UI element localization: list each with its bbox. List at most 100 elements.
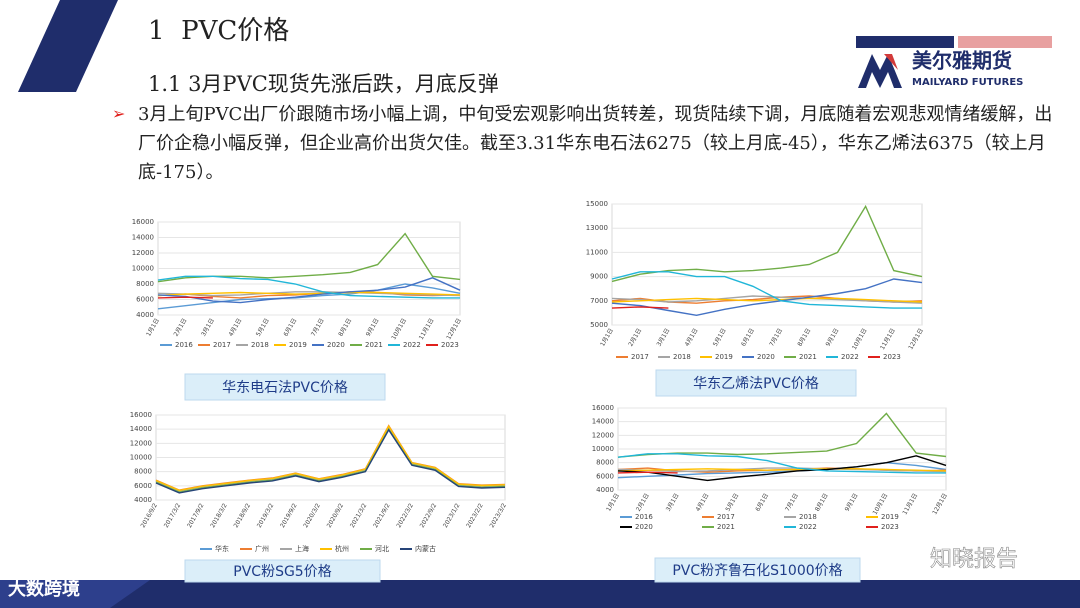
logo-name: 美尔雅期货 xyxy=(912,49,1012,73)
x-tick-label: 3月1日 xyxy=(656,327,672,348)
x-tick-label: 3月1日 xyxy=(665,492,681,513)
legend-label: 2016 xyxy=(635,513,653,521)
x-tick-label: 2月1日 xyxy=(635,492,651,513)
y-tick-label: 11000 xyxy=(586,248,608,256)
y-tick-label: 10000 xyxy=(132,265,154,273)
legend-label: 2022 xyxy=(799,523,817,531)
series-line xyxy=(157,277,461,304)
legend-label: 2018 xyxy=(799,513,817,521)
legend-label: 2019 xyxy=(715,353,733,361)
x-tick-label: 3月1日 xyxy=(200,317,216,338)
series-line xyxy=(611,295,923,304)
legend-label: 河北 xyxy=(375,545,389,553)
section-heading: 1 PVC价格 xyxy=(148,10,289,47)
series-line xyxy=(611,204,923,283)
logo-bar xyxy=(958,36,1052,48)
legend-label: 2021 xyxy=(717,523,735,531)
x-tick-label: 2月1日 xyxy=(173,317,189,338)
y-tick-label: 15000 xyxy=(586,200,608,208)
y-tick-label: 5000 xyxy=(590,321,608,329)
caption-box xyxy=(654,557,861,583)
x-tick-label: 2022/3/2 xyxy=(395,502,415,529)
x-tick-label: 5月1日 xyxy=(255,317,271,338)
x-tick-label: 2019/3/2 xyxy=(256,502,276,529)
legend-label: 上海 xyxy=(295,544,309,553)
x-tick-label: 2021/9/2 xyxy=(372,502,392,529)
x-tick-label: 10月1日 xyxy=(390,317,408,341)
legend-label: 2020 xyxy=(327,341,345,349)
x-tick-label: 2021/3/2 xyxy=(349,502,369,529)
x-tick-label: 1月1日 xyxy=(145,317,161,338)
watermark: 知晓报告 xyxy=(930,547,1018,572)
x-tick-label: 2018/3/2 xyxy=(209,502,229,529)
legend-label: 2019 xyxy=(289,341,307,349)
x-tick-label: 2月1日 xyxy=(627,327,643,348)
legend-label: 2017 xyxy=(213,341,231,349)
y-tick-label: 7000 xyxy=(590,297,608,305)
legend-label: 广州 xyxy=(255,544,269,553)
x-tick-label: 2020/3/2 xyxy=(302,502,322,529)
series-line xyxy=(611,278,923,317)
legend-label: 2017 xyxy=(631,353,649,361)
series-line xyxy=(157,283,461,310)
legend-label: 2022 xyxy=(841,353,859,361)
legend-label: 杭州 xyxy=(335,544,349,553)
y-tick-label: 9000 xyxy=(590,273,608,281)
x-tick-label: 1月1日 xyxy=(599,327,615,348)
chart-title: PVC粉SG5价格 xyxy=(233,564,331,580)
x-tick-label: 12月1日 xyxy=(931,492,949,516)
legend-label: 华东 xyxy=(215,544,229,553)
watermark: 大数跨境 xyxy=(8,578,80,600)
x-tick-label: 2023/3/2 xyxy=(488,502,508,529)
y-tick-label: 16000 xyxy=(130,411,152,419)
x-tick-label: 10月1日 xyxy=(851,327,869,351)
series-line xyxy=(611,271,922,309)
legend-label: 2021 xyxy=(799,353,817,361)
x-tick-label: 4月1日 xyxy=(684,327,700,348)
legend-label: 2023 xyxy=(883,353,901,361)
series-line xyxy=(617,471,678,474)
y-tick-label: 16000 xyxy=(132,218,154,226)
x-tick-label: 2023/2/2 xyxy=(465,502,485,529)
x-tick-label: 12月1日 xyxy=(907,327,925,351)
legend-label: 2020 xyxy=(757,353,775,361)
chart-title: PVC粉齐鲁石化S1000价格 xyxy=(672,563,842,579)
y-tick-label: 6000 xyxy=(136,296,154,304)
series-line xyxy=(155,428,506,494)
x-tick-label: 2023/1/2 xyxy=(442,502,462,529)
x-tick-label: 9月1日 xyxy=(825,327,841,348)
y-tick-label: 8000 xyxy=(136,280,154,288)
x-tick-label: 4月1日 xyxy=(695,492,711,513)
x-tick-label: 6月1日 xyxy=(740,327,756,348)
x-tick-label: 2017/3/2 xyxy=(163,502,183,529)
series-line xyxy=(617,455,947,482)
top-accent xyxy=(18,0,118,92)
x-tick-label: 9月1日 xyxy=(365,317,381,338)
x-tick-label: 2017/9/2 xyxy=(186,502,206,529)
x-tick-label: 8月1日 xyxy=(337,317,353,338)
legend-label: 2022 xyxy=(403,341,421,349)
caption-box xyxy=(184,559,381,583)
x-tick-label: 7月1日 xyxy=(310,317,326,338)
section-title: PVC价格 xyxy=(181,16,290,46)
bottom-bar xyxy=(0,580,1080,608)
x-tick-label: 8月1日 xyxy=(796,327,812,348)
y-tick-label: 10000 xyxy=(130,454,152,462)
x-tick-label: 11月1日 xyxy=(418,317,436,341)
series-line xyxy=(611,306,669,309)
bottom-accent xyxy=(0,580,150,608)
y-tick-label: 16000 xyxy=(592,404,614,412)
legend-label: 2021 xyxy=(365,341,383,349)
y-tick-label: 8000 xyxy=(134,468,152,476)
chart-title: 华东乙烯法PVC价格 xyxy=(693,376,819,392)
legend-label: 2018 xyxy=(251,341,269,349)
x-tick-label: 8月1日 xyxy=(814,492,830,513)
caption-box xyxy=(184,373,386,401)
y-tick-label: 4000 xyxy=(136,311,154,319)
logo-english: MAILYARD FUTURES xyxy=(912,77,1023,88)
x-tick-label: 9月1日 xyxy=(844,492,860,513)
y-tick-label: 6000 xyxy=(596,472,614,480)
series-line xyxy=(611,297,923,303)
